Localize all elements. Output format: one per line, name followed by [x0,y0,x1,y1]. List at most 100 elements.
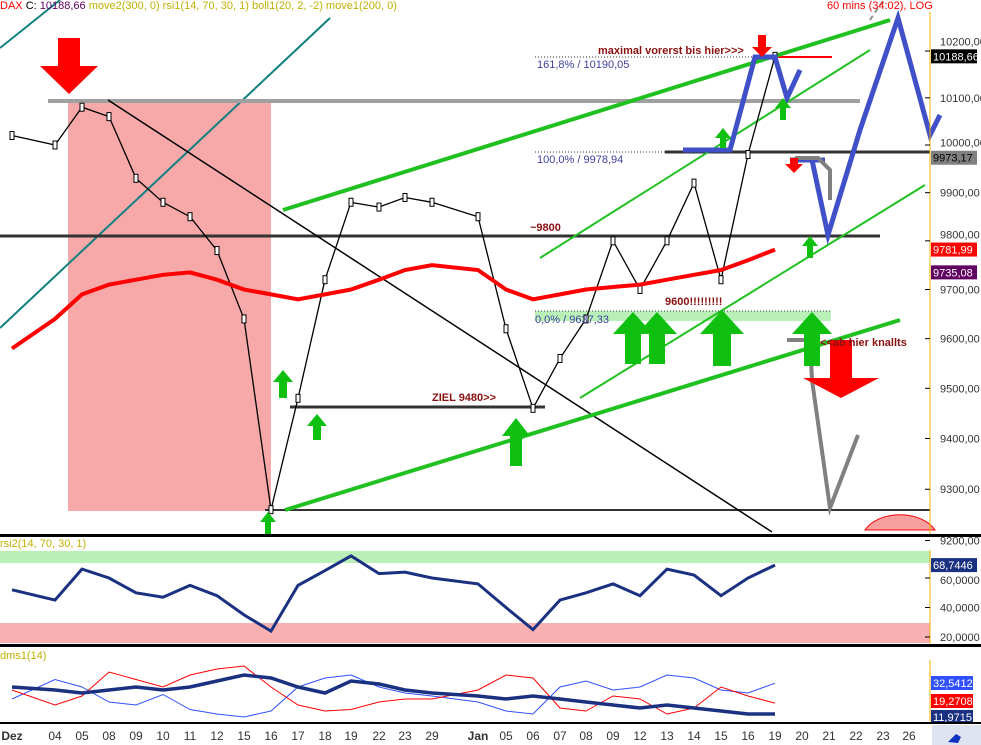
dms-title: dms1(14) [0,650,46,662]
price-candle [475,212,481,222]
price-axis: 10200,00 10100,00 10000,00 9900,00 9800,00 97… [925,36,981,548]
price-candle [718,275,724,285]
date-tick-label: 10 [156,729,170,743]
date-tick-label: 12 [633,729,647,743]
rsi-tick-label: 40,0000 [940,603,980,615]
up-arrow-icon [802,236,818,258]
price-candle [52,140,58,150]
price-label-box [931,242,977,257]
date-tick-label: 11 [184,729,197,743]
channel-line [0,17,331,329]
pen-icon[interactable] [948,734,961,743]
up-arrow-icon [273,370,293,398]
rsi-tick-label: 60,0000 [940,575,980,587]
date-tick-label: 26 [902,729,916,743]
price-tick-label: 9300,00 [940,484,980,496]
down-arrow-icon [40,38,98,94]
rsi-series [11,554,776,634]
rsi-value: 68,7446 [933,560,973,572]
date-tick-label: 19 [768,729,782,743]
target-circle [864,514,936,531]
up-arrow-icon [260,512,276,534]
timeframe-label: 60 mins (34:02), LOG [827,0,933,12]
close-label: C: [26,0,37,12]
dms-value: 11,9715 [933,712,972,724]
rsi-axis: 60,0000 40,0000 20,0000 68,7446 [925,558,980,644]
price-candle [583,314,589,324]
level-9600-label: 9600!!!!!!!!! [665,296,722,308]
rsi-line [11,554,776,634]
price-candle [9,131,15,141]
dms-value-box [931,710,973,724]
uptrend-channel-upper [282,18,891,212]
price-candle [610,236,616,246]
plus-di-line [11,674,776,718]
price-line [11,56,776,510]
projection-dashed [869,0,886,21]
fib-1618-label: 161,8% / 10190,05 [537,59,629,71]
fib-zone [535,311,831,321]
price-candle [429,197,435,207]
fib-0-label: 0,0% / 9637,33 [535,314,609,326]
up-arrow-icon [775,98,791,120]
pane-divider [0,722,981,724]
date-tick-label: 22 [372,729,386,743]
dms-axis: 32,5412 19,2708 11,9715 [931,676,973,724]
price-candle [557,353,563,363]
price-candle [133,173,139,183]
price-candle [664,236,670,246]
date-tick-label: 15 [714,729,728,743]
date-tick-label: 08 [579,729,593,743]
down-arrow-icon [752,35,772,57]
price-tick-label: 10100,00 [940,93,981,105]
price-tick-label: 9600,00 [940,334,980,346]
projection-path-blue-2 [790,9,943,245]
symbol: DAX [0,0,23,12]
dms-value-box [931,694,973,708]
max-label: maximal vorerst bis hier>>> [598,45,744,57]
date-axis: Dez 04 05 08 09 10 11 12 15 16 17 18 19 22 23 29 Jan 05 06… [1,729,916,743]
date-tick-label: 19 [344,729,358,743]
pane-divider [0,644,981,647]
date-tick-label: 12 [210,729,224,743]
date-tick-label: 16 [741,729,755,743]
dms-pane: dms1(14) 32,5412 19,2708 11,9715 [0,650,973,724]
up-arrows [260,98,832,534]
up-arrow-icon [613,312,653,364]
price-label: 9781,99 [933,245,973,257]
level-9800-label: ~9800 [530,222,561,234]
date-tick-label: 23 [398,729,412,743]
price-tick-label: 9500,00 [940,383,980,395]
price-candle [295,393,301,403]
pane-divider [0,534,981,537]
ziel-label: ZIEL 9480>> [432,392,496,404]
close-value: 10188,66 [40,0,86,12]
dms-value: 32,5412 [933,678,973,690]
price-candle [187,212,193,222]
channel-line [0,0,61,49]
rsi-title: rsi2(14, 70, 30, 1) [0,538,86,550]
date-tick-label: 08 [102,729,116,743]
date-tick-label: 09 [606,729,620,743]
up-arrow-icon [715,128,731,148]
price-candle [160,197,166,207]
price-pane: maximal vorerst bis hier>>> 161,8% / 101… [0,0,943,534]
rsi-value-box [931,558,977,573]
fib-100-label: 100,0% / 9978,94 [537,154,623,166]
price-candle [106,112,112,122]
downtrend-line [107,99,773,533]
price-tick-label: 10200,00 [940,36,981,48]
down-arrow-icon [785,158,803,173]
date-tick-label: 06 [526,729,540,743]
overbought-band [0,551,930,563]
price-candle [745,149,751,159]
highlight-zone [68,100,271,511]
date-tick-label: 05 [75,729,89,743]
projection-path-blue [683,54,803,153]
projection-path-gray [795,156,832,200]
date-tick-label: 16 [264,729,278,743]
knallts-label: <<ab hier knallts [820,337,907,349]
down-arrow-icon [803,340,879,398]
price-label: 9735,08 [933,267,973,279]
up-arrow-icon [792,312,832,366]
